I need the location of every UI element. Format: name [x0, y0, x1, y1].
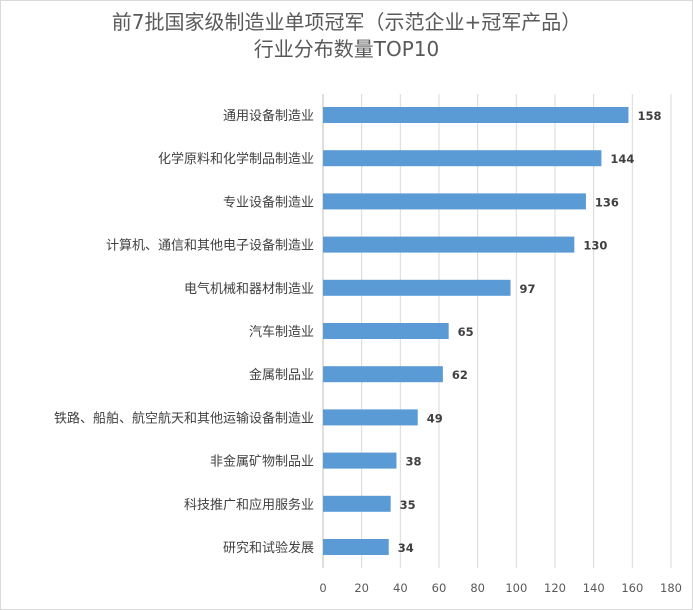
- bar-5: [323, 323, 449, 339]
- data-label-10: 34: [398, 541, 414, 555]
- category-label-5: 汽车制造业: [249, 324, 314, 340]
- x-tick-label-120: 120: [544, 581, 566, 595]
- bar-2: [323, 193, 586, 210]
- x-tick-label-0: 0: [319, 581, 326, 595]
- data-label-4: 97: [520, 282, 536, 296]
- x-tick-label-140: 140: [583, 581, 605, 595]
- bar-9: [323, 495, 391, 512]
- bar-8: [323, 452, 397, 469]
- x-tick-label-160: 160: [621, 581, 643, 595]
- data-label-1: 144: [610, 152, 634, 166]
- chart-title: 前7批国家级制造业单项冠军（示范企业+冠军产品） 行业分布数量TOP10: [1, 9, 692, 63]
- x-tick-label-40: 40: [393, 581, 408, 595]
- category-label-7: 铁路、船舶、航空航天和其他运输设备制造业: [54, 410, 314, 426]
- x-tick-label-80: 80: [470, 581, 485, 595]
- category-label-0: 通用设备制造业: [223, 108, 314, 124]
- data-label-0: 158: [637, 109, 661, 123]
- bar-0: [323, 107, 629, 123]
- bar-4: [323, 279, 511, 296]
- category-label-6: 金属制品业: [249, 367, 314, 383]
- x-tick-label-180: 180: [660, 581, 682, 595]
- data-label-8: 38: [405, 455, 421, 469]
- data-label-3: 130: [583, 239, 607, 253]
- data-label-7: 49: [427, 411, 443, 425]
- data-label-9: 35: [400, 498, 416, 512]
- chart-title-line-1: 前7批国家级制造业单项冠军（示范企业+冠军产品）: [111, 10, 582, 34]
- bar-10: [323, 539, 389, 555]
- category-label-10: 研究和试验发展: [223, 540, 314, 556]
- x-tick-label-100: 100: [505, 581, 527, 595]
- category-label-2: 专业设备制造业: [223, 194, 314, 210]
- category-label-1: 化学原料和化学制品制造业: [158, 151, 314, 167]
- category-label-8: 非金属矿物制品业: [210, 454, 314, 470]
- bar-3: [323, 236, 575, 253]
- category-label-9: 科技推广和应用服务业: [184, 497, 314, 513]
- category-label-4: 电气机械和器材制造业: [184, 281, 314, 297]
- x-tick-label-60: 60: [432, 581, 447, 595]
- bar-7: [323, 409, 418, 426]
- category-label-3: 计算机、通信和其他电子设备制造业: [106, 238, 314, 254]
- bar-6: [323, 366, 443, 383]
- chart-title-line-2: 行业分布数量TOP10: [253, 37, 440, 61]
- bar-1: [323, 150, 602, 167]
- data-label-6: 62: [452, 368, 468, 382]
- data-label-2: 136: [595, 195, 619, 209]
- data-label-5: 65: [458, 325, 474, 339]
- x-tick-label-20: 20: [354, 581, 369, 595]
